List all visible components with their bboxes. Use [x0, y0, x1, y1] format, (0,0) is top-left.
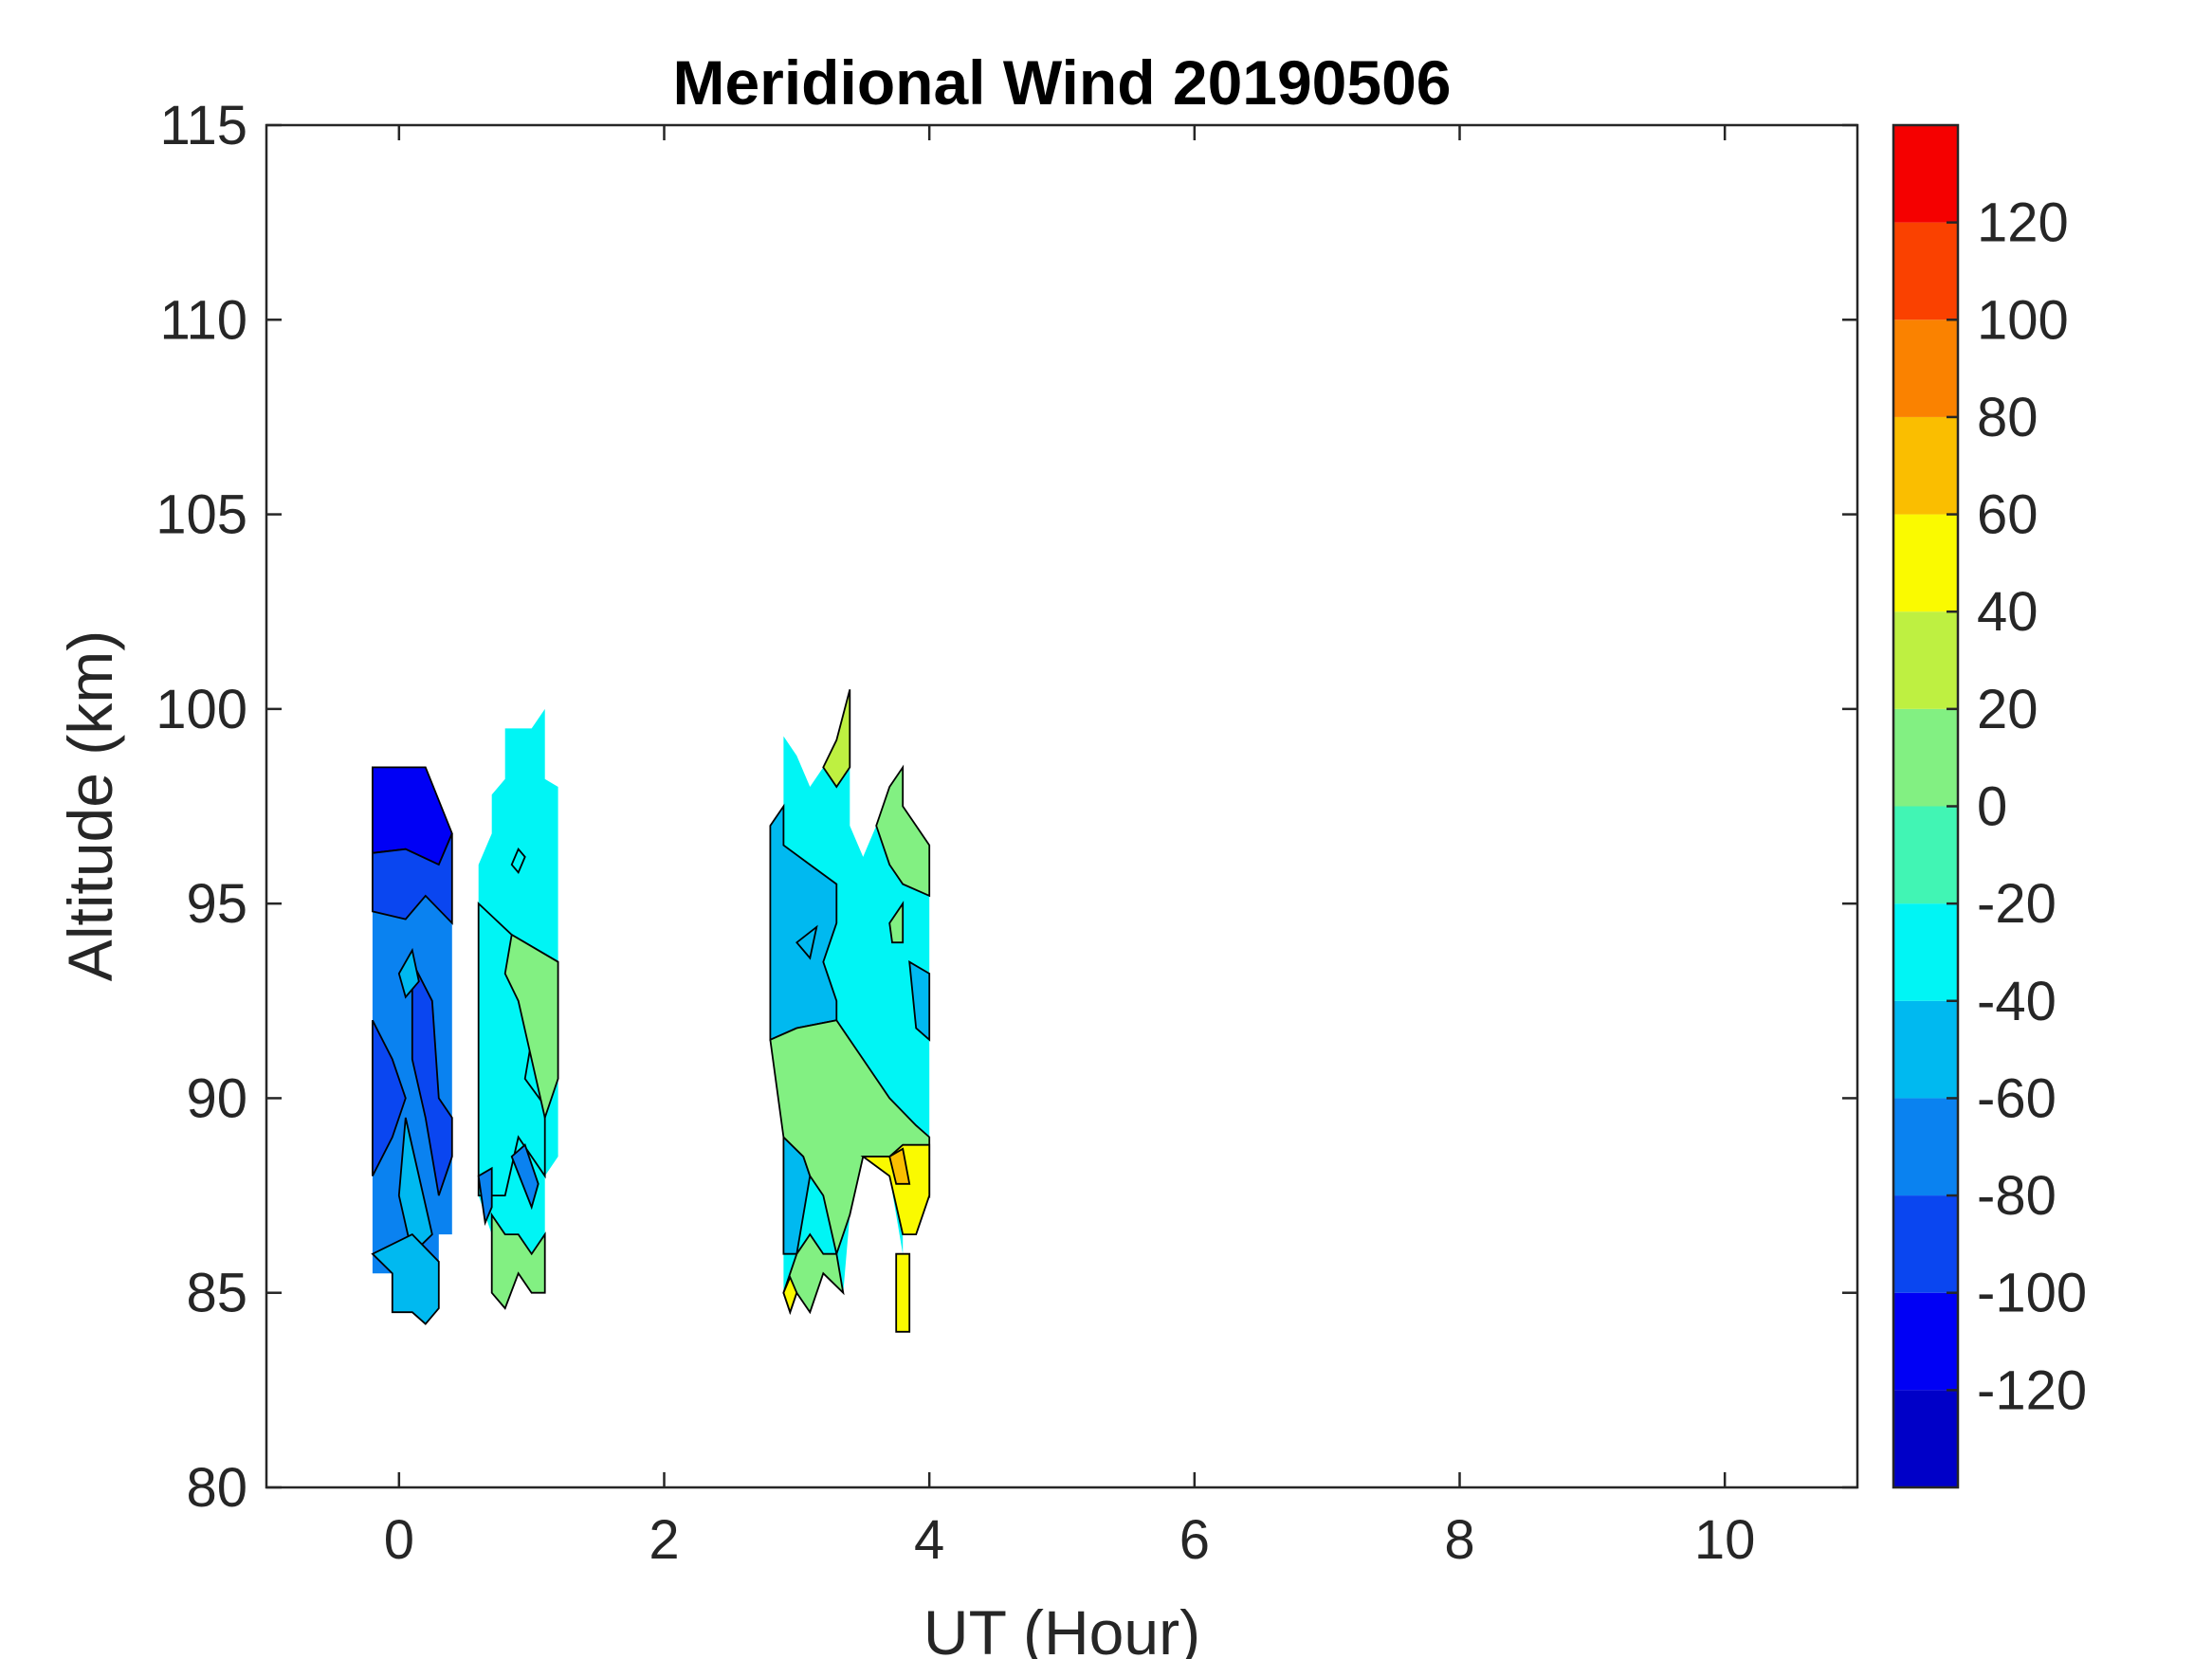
contour-segment [371, 766, 453, 1325]
colorbar-swatch [1893, 319, 1958, 417]
y-axis-label: Altitude (km) [55, 630, 125, 981]
y-tick-label: 100 [155, 679, 247, 740]
colorbar-swatch [1893, 903, 1958, 1001]
contour-band [371, 832, 453, 925]
x-axis: 0 2 4 6 8 10 [384, 125, 1756, 1571]
y-tick-label: 115 [160, 95, 247, 156]
contour-segment [769, 689, 931, 1333]
contour-band [875, 764, 931, 898]
y-tick-label: 90 [186, 1067, 247, 1129]
chart-title: Meridional Wind 20190506 [672, 47, 1451, 118]
colorbar: -120 -100 -80 -60 -40 -20 0 20 40 60 80 100 120 [1892, 123, 2087, 1489]
contour-band [397, 947, 420, 999]
colorbar-swatch [1893, 806, 1958, 904]
contour-band [510, 848, 526, 874]
colorbar-tick-label: 60 [1977, 484, 2038, 546]
contour-band [371, 766, 453, 866]
y-tick-label: 95 [186, 873, 247, 935]
colorbar-swatch [1893, 514, 1958, 612]
contour-band [490, 1212, 546, 1310]
colorbar-swatch [1893, 1292, 1958, 1391]
colorbar-tick-label: 80 [1977, 387, 2038, 448]
colorbar-tick-label: 100 [1977, 289, 2069, 351]
colorbar-tick-label: 120 [1977, 192, 2069, 254]
x-axis-label: UT (Hour) [923, 1597, 1200, 1659]
y-tick-label: 85 [186, 1263, 247, 1324]
y-tick-label: 105 [155, 484, 247, 546]
x-tick-label: 8 [1444, 1509, 1474, 1571]
colorbar-swatch [1893, 1390, 1958, 1487]
contour-layer [371, 689, 931, 1333]
x-tick-label: 0 [384, 1509, 414, 1571]
y-tick-label: 80 [186, 1457, 247, 1519]
colorbar-swatch [1893, 416, 1958, 515]
colorbar-tick-label: -100 [1977, 1263, 2087, 1324]
colorbar-tick-label: 20 [1977, 679, 2038, 740]
colorbar-tick-label: -120 [1977, 1359, 2087, 1421]
colorbar-swatch [1893, 125, 1958, 223]
contour-band [888, 1147, 911, 1185]
contour-band [782, 1274, 798, 1316]
contour-band [822, 689, 851, 789]
contour-band [477, 1166, 493, 1227]
contour-band [908, 960, 931, 1042]
contour-band [411, 961, 453, 1196]
x-tick-label: 10 [1694, 1509, 1756, 1571]
colorbar-tick-label: -80 [1977, 1165, 2057, 1227]
contour-band [895, 1252, 911, 1333]
contour-band [371, 1233, 440, 1325]
colorbar-tick-label: -20 [1977, 873, 2057, 935]
x-tick-label: 2 [649, 1509, 679, 1571]
x-tick-label: 4 [914, 1509, 944, 1571]
y-axis: 80 85 90 95 100 105 110 115 [155, 95, 1857, 1519]
colorbar-swatch [1893, 1000, 1958, 1099]
plot-frame [265, 123, 1859, 1489]
y-tick-label: 110 [160, 289, 247, 351]
colorbar-swatch [1893, 1195, 1958, 1293]
colorbar-tick-label: 0 [1977, 776, 2007, 838]
plot-area: 0 2 4 6 8 10 80 85 90 95 100 105 110 115 [155, 95, 1859, 1571]
colorbar-swatch [1893, 708, 1958, 807]
contour-band [503, 933, 559, 1121]
contour-band [510, 1143, 539, 1211]
x-tick-label: 6 [1179, 1509, 1210, 1571]
contour-band [888, 901, 905, 944]
colorbar-tick-label: 40 [1977, 581, 2038, 643]
colorbar-swatch [1893, 1098, 1958, 1196]
colorbar-swatch [1893, 611, 1958, 709]
contour-band [795, 924, 818, 960]
colorbar-tick-label: -40 [1977, 971, 2057, 1032]
contour-band [860, 1143, 931, 1235]
colorbar-tick-label: -60 [1977, 1067, 2057, 1129]
colorbar-swatch [1893, 222, 1958, 320]
contour-segment [477, 708, 559, 1310]
contour-band [371, 1019, 407, 1176]
